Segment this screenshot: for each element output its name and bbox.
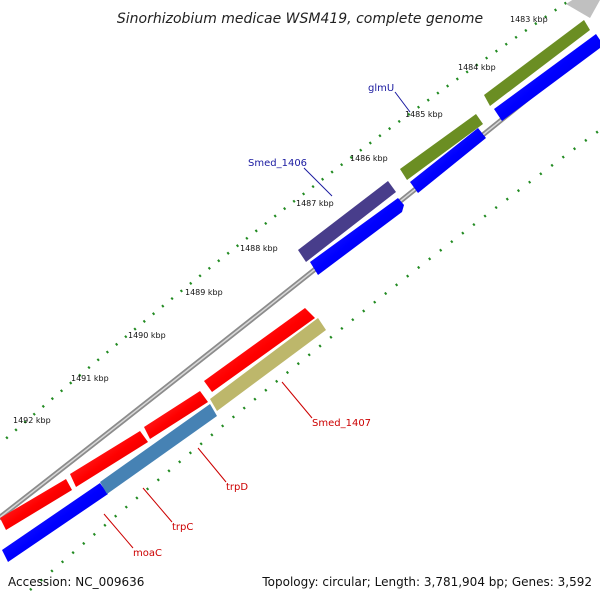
accession-text: Accession: NC_009636 (8, 575, 144, 589)
tick-label: 1484 kbp (458, 63, 496, 72)
gene-label-glmU[interactable]: glmU (368, 83, 394, 94)
reverse-strand-track (0, 308, 315, 530)
tick-label: 1483 kbp (510, 15, 548, 24)
gene-block-glmU-a[interactable] (400, 114, 483, 180)
gene-label-Smed_1407[interactable]: Smed_1407 (312, 418, 371, 429)
tick-label: 1492 kbp (13, 416, 51, 425)
gene-label-trpC[interactable]: trpC (172, 522, 193, 533)
genome-summary-text: Topology: circular; Length: 3,781,904 bp… (261, 575, 592, 589)
gene-block-Smed_1406[interactable] (298, 181, 396, 262)
gene-label-Smed_1406[interactable]: Smed_1406 (248, 158, 307, 169)
tick-label: 1487 kbp (296, 199, 334, 208)
label-connectors (103, 91, 411, 549)
gene-label-trpD[interactable]: trpD (226, 482, 248, 493)
map-title: Sinorhizobium medicae WSM419, complete g… (117, 11, 483, 27)
gene-block-Smed_1407[interactable] (210, 318, 326, 411)
kbp-labels: 1483 kbp 1484 kbp 1485 kbp 1486 kbp 1487… (13, 15, 548, 425)
gene-block-trp[interactable] (100, 404, 217, 494)
tick-label: 1488 kbp (240, 244, 278, 253)
gene-label-moaC[interactable]: moaC (133, 548, 162, 559)
tick-track-outer (0, 0, 573, 446)
gene-block-glmU-b[interactable] (484, 20, 590, 106)
tick-label: 1486 kbp (350, 154, 388, 163)
tick-label: 1490 kbp (128, 331, 166, 340)
tick-label: 1485 kbp (405, 110, 443, 119)
tick-label: 1489 kbp (185, 288, 223, 297)
tick-label: 1491 kbp (71, 374, 109, 383)
forward-strand-track (2, 34, 600, 562)
